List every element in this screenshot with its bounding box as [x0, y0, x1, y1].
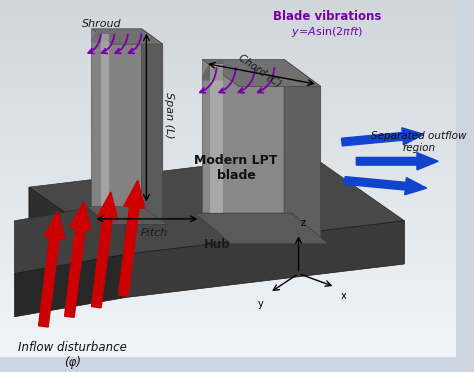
Bar: [0, 205, 456, 214]
Bar: [0, 143, 456, 152]
Bar: [0, 259, 456, 268]
Bar: [0, 18, 456, 27]
Text: Chord (C): Chord (C): [237, 53, 283, 89]
Bar: [0, 304, 456, 312]
Bar: [0, 152, 456, 161]
FancyArrow shape: [38, 211, 65, 327]
Polygon shape: [284, 60, 321, 240]
Bar: [0, 232, 456, 241]
Bar: [0, 62, 456, 71]
Text: Modern LPT
blade: Modern LPT blade: [194, 154, 278, 182]
Text: Separated outflow
region: Separated outflow region: [371, 131, 467, 153]
Bar: [0, 45, 456, 54]
Bar: [0, 179, 456, 187]
Bar: [0, 134, 456, 143]
Bar: [0, 80, 456, 89]
Polygon shape: [29, 187, 125, 298]
Bar: [0, 330, 456, 339]
Bar: [0, 295, 456, 304]
Text: $y\!=\!A\sin(2\pi ft)$: $y\!=\!A\sin(2\pi ft)$: [292, 25, 364, 39]
Bar: [0, 223, 456, 232]
Wedge shape: [91, 29, 105, 42]
Bar: [0, 89, 456, 98]
Polygon shape: [14, 202, 125, 273]
Bar: [0, 286, 456, 295]
FancyArrow shape: [345, 177, 427, 195]
Bar: [0, 36, 456, 45]
Bar: [0, 277, 456, 286]
FancyArrow shape: [118, 180, 145, 296]
Bar: [0, 241, 456, 250]
FancyArrow shape: [91, 192, 118, 308]
Text: Inflow disturbance
(φ): Inflow disturbance (φ): [18, 341, 127, 369]
Wedge shape: [202, 60, 223, 81]
Bar: [0, 107, 456, 116]
Bar: [0, 161, 456, 170]
Bar: [0, 9, 456, 18]
Bar: [0, 214, 456, 223]
Text: Pitch: Pitch: [140, 228, 168, 238]
Text: Hub: Hub: [203, 238, 230, 251]
Polygon shape: [202, 60, 284, 213]
Polygon shape: [91, 29, 142, 206]
Polygon shape: [202, 60, 321, 86]
Polygon shape: [101, 33, 109, 206]
Bar: [0, 250, 456, 259]
Text: z: z: [301, 218, 305, 228]
Text: Shroud: Shroud: [82, 19, 121, 29]
Polygon shape: [194, 213, 328, 244]
Text: x: x: [341, 291, 346, 301]
Bar: [0, 54, 456, 62]
Polygon shape: [142, 29, 163, 222]
Bar: [0, 187, 456, 196]
Bar: [0, 116, 456, 125]
Bar: [0, 339, 456, 348]
Bar: [0, 196, 456, 205]
Text: Span (L): Span (L): [164, 92, 173, 138]
Bar: [0, 98, 456, 107]
Bar: [0, 71, 456, 80]
FancyArrow shape: [356, 153, 438, 170]
Polygon shape: [91, 29, 163, 44]
Text: y: y: [258, 299, 264, 308]
Bar: [0, 170, 456, 179]
Bar: [0, 125, 456, 134]
Polygon shape: [14, 254, 125, 317]
Bar: [0, 0, 456, 9]
Text: Blade vibrations: Blade vibrations: [273, 10, 382, 23]
Polygon shape: [87, 206, 168, 225]
FancyArrow shape: [341, 128, 424, 146]
Bar: [0, 348, 456, 357]
FancyArrow shape: [64, 202, 91, 317]
Bar: [0, 27, 456, 36]
Polygon shape: [125, 221, 404, 298]
Polygon shape: [210, 64, 223, 213]
Bar: [0, 321, 456, 330]
Polygon shape: [29, 154, 404, 254]
Bar: [0, 268, 456, 277]
Bar: [0, 312, 456, 321]
